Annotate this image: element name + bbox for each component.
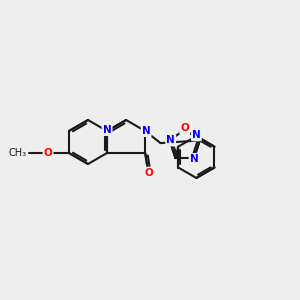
Text: O: O [180, 124, 189, 134]
Text: N: N [166, 135, 175, 146]
Text: CH₃: CH₃ [8, 148, 26, 158]
Text: O: O [44, 148, 52, 158]
Text: N: N [103, 125, 111, 135]
Text: N: N [192, 130, 201, 140]
Text: N: N [190, 154, 198, 164]
Text: N: N [142, 126, 151, 136]
Text: O: O [145, 168, 154, 178]
